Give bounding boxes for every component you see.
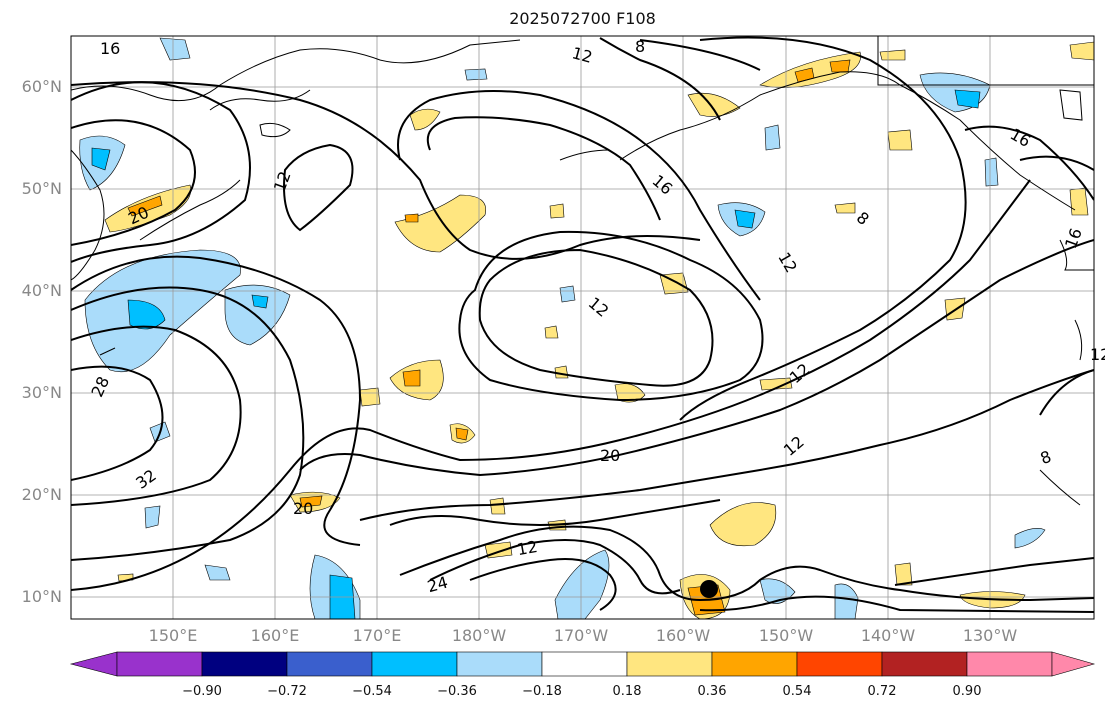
colorbar-tick: 0.54 — [782, 684, 812, 699]
contour-label: 24 — [425, 573, 450, 597]
colorbar-tick: −0.54 — [352, 684, 392, 699]
lon-label: 150°W — [758, 626, 814, 645]
contour-label: 12 — [1090, 345, 1105, 364]
colorbar-tick: −0.72 — [267, 684, 307, 699]
colorbar-tick: −0.90 — [182, 684, 222, 699]
contour-label: 12 — [570, 43, 595, 67]
lon-label: 170°W — [553, 626, 609, 645]
colorbar-tick: 0.72 — [867, 684, 897, 699]
lon-label: 180°W — [451, 626, 507, 645]
graticule — [71, 36, 1094, 619]
contour-lines — [71, 36, 1094, 613]
map-title: 2025072700 F108 — [509, 9, 656, 28]
lat-label: 30°N — [21, 383, 62, 402]
colorbar-tick: 0.90 — [952, 684, 982, 699]
colorbar-tick: 0.18 — [612, 684, 642, 699]
lon-label: 160°W — [655, 626, 711, 645]
lon-label: 150°E — [148, 626, 198, 645]
map-frame — [70, 35, 1095, 620]
lat-label: 40°N — [21, 281, 62, 300]
colorbar-tick: −0.36 — [437, 684, 477, 699]
lat-label: 50°N — [21, 179, 62, 198]
lat-label: 10°N — [21, 587, 62, 606]
contour-label: 8 — [635, 37, 645, 56]
shaded-field — [79, 37, 1094, 619]
storm-marker — [700, 580, 718, 598]
contour-label: 20 — [293, 499, 313, 518]
contour-label: 12 — [516, 537, 539, 559]
lat-label: 20°N — [21, 485, 62, 504]
coastline — [71, 36, 1094, 506]
lon-label: 130°W — [962, 626, 1018, 645]
lon-label: 160°E — [250, 626, 300, 645]
colorbar-tick: 0.36 — [697, 684, 727, 699]
lon-label: 170°E — [352, 626, 402, 645]
lon-label: 140°W — [860, 626, 916, 645]
colorbar-tick: −0.18 — [522, 684, 562, 699]
contour-label: 16 — [100, 39, 120, 58]
lat-label: 60°N — [21, 77, 62, 96]
contour-label: 20 — [600, 446, 620, 465]
colorbar — [69, 651, 1096, 677]
